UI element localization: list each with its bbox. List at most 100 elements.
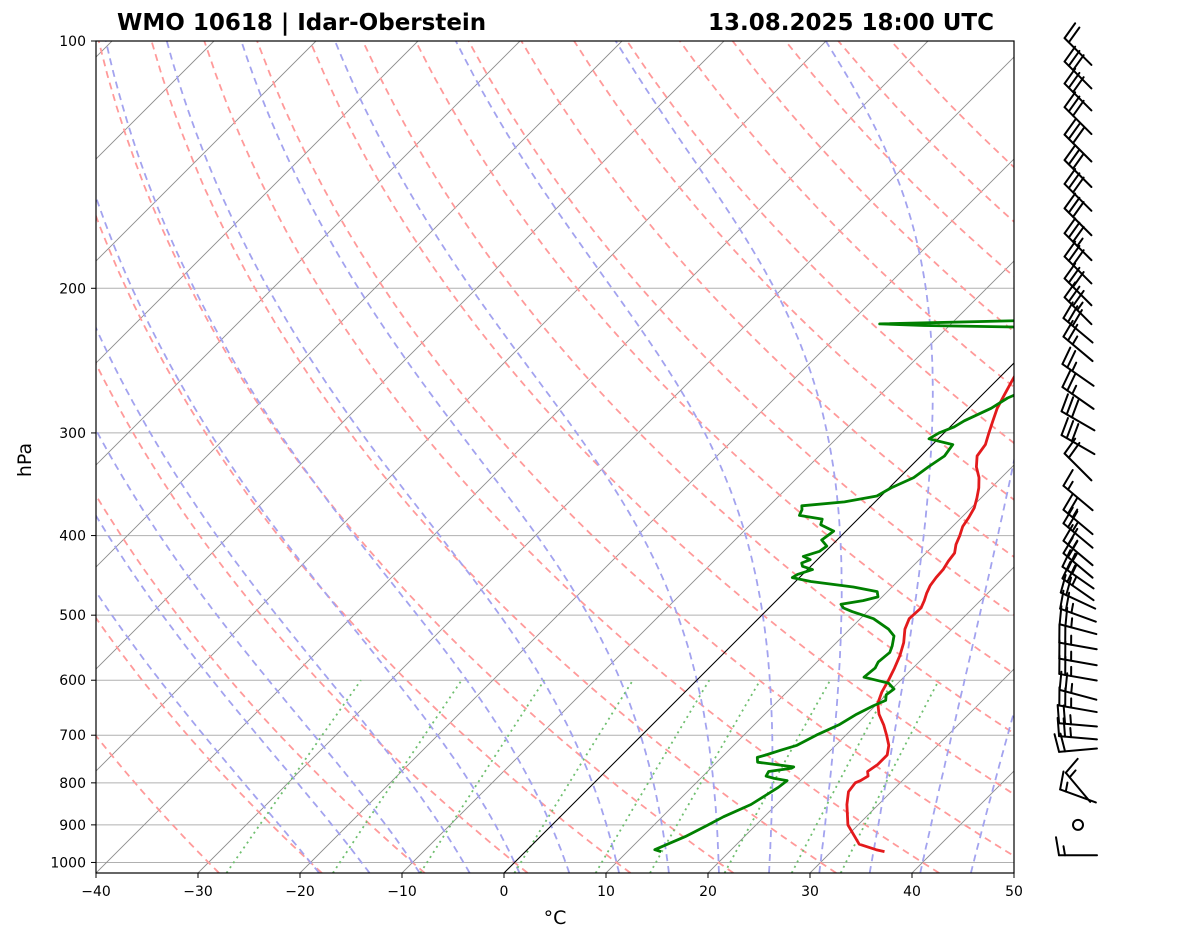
x-tick-label-0: 0 (500, 884, 509, 900)
wind-barb-810 (1064, 757, 1092, 803)
profiles (653, 319, 1014, 853)
isotherm--90 (96, 41, 419, 364)
y-tick-label-100: 100 (59, 34, 86, 50)
mixing-ratio-0.4 (225, 679, 362, 873)
y-axis-label: hPa (14, 443, 36, 477)
x-tick-label-10: 10 (597, 884, 615, 900)
dry-adiabat--20 (96, 616, 323, 873)
dry-adiabat-20 (97, 41, 734, 873)
wind-barb-190 (1063, 240, 1093, 285)
wind-barbs (1053, 22, 1098, 857)
wind-barb-545 (1058, 623, 1098, 651)
isotherm--40 (96, 41, 929, 873)
isotherm--70 (96, 41, 623, 568)
mixing-ratio-10 (649, 679, 762, 873)
moist-adiabat-0 (96, 194, 521, 873)
wind-barb-400 (1062, 506, 1094, 549)
x-tick-label-20: 20 (699, 884, 717, 900)
moist-adiabats (96, 41, 1014, 873)
wind-barb-178 (1063, 217, 1093, 262)
isotherm-40 (911, 770, 1014, 873)
wind-barb-125 (1063, 91, 1093, 136)
moist-adiabat-40 (919, 456, 1014, 873)
moist-adiabat-15 (240, 41, 670, 873)
wind-barb-450 (1061, 549, 1095, 590)
wind-barb-310 (1060, 417, 1096, 456)
dry-adiabat-50 (256, 41, 1014, 858)
moist-adiabat-30 (614, 41, 843, 873)
isotherm-10 (605, 464, 1014, 873)
wind-barb-900 (1072, 818, 1084, 831)
wind-barb-255 (1061, 346, 1095, 387)
moist-adiabat--10 (96, 427, 421, 873)
mixing-ratio-4 (513, 679, 634, 873)
x-tick-label-30: 30 (801, 884, 819, 900)
dry-adiabat-70 (361, 41, 1014, 735)
mixing-ratio-1 (332, 679, 463, 873)
chart-title-station: WMO 10618 | Idar-Oberstein (117, 10, 486, 36)
moist-adiabat-45 (970, 709, 1014, 873)
isotherm--80 (96, 41, 521, 466)
x-tick-label-40: 40 (903, 884, 921, 900)
dry-adiabat-130 (679, 41, 1014, 389)
x-tick-label-50: 50 (1005, 884, 1023, 900)
moist-adiabat-10 (165, 41, 620, 873)
dry-adiabat-0 (96, 361, 529, 873)
moist-adiabat--5 (96, 325, 471, 873)
isotherm-0 (503, 362, 1014, 873)
isotherm--50 (96, 41, 827, 772)
mixing-ratio-7 (594, 679, 711, 873)
x-tick-label--10: −10 (387, 884, 417, 900)
wind-barb-155 (1063, 168, 1093, 212)
y-tick-label-600: 600 (59, 673, 86, 689)
plot-frame (95, 40, 1015, 874)
dry-adiabat--10 (96, 493, 426, 873)
zero-degree-isotherm (503, 362, 1014, 873)
moist-adiabat-20 (334, 41, 720, 873)
chart-title-datetime: 13.08.2025 18:00 UTC (708, 10, 994, 36)
wind-barb-680 (1056, 704, 1098, 728)
y-axis-ticks: 100 200 300 400 500 600 700 800 900 1000 (50, 34, 96, 871)
wind-barb-360 (1062, 469, 1094, 512)
wind-barb-110 (1063, 45, 1093, 90)
isotherm--100 (96, 41, 317, 262)
wind-barb-420 (1062, 524, 1094, 567)
gridlines (96, 41, 1014, 863)
isotherm--30 (197, 56, 1014, 873)
isotherm--60 (96, 41, 725, 670)
wind-barb-145 (1063, 144, 1093, 188)
wind-barb-166 (1063, 192, 1093, 237)
y-tick-label-300: 300 (59, 426, 86, 442)
dry-adiabat-40 (203, 41, 940, 873)
x-tick-label--30: −30 (183, 884, 213, 900)
wind-barb-290 (1060, 393, 1096, 432)
dry-adiabat-60 (309, 41, 1014, 796)
dry-adiabat-140 (731, 41, 1014, 333)
mixing-ratio-16 (723, 679, 831, 873)
wind-barb-385 (1062, 492, 1094, 536)
dry-adiabat-10 (96, 213, 632, 873)
dry-adiabat-30 (150, 41, 837, 873)
dry-adiabat-100 (520, 41, 1014, 559)
x-tick-label--40: −40 (81, 884, 111, 900)
dry-adiabat-80 (414, 41, 1014, 675)
moist-adiabat-35 (825, 41, 934, 873)
moist-adiabat-5 (105, 41, 571, 873)
dry-adiabats (96, 41, 1014, 873)
moist-adiabat--15 (96, 514, 371, 873)
mixing-ratio-32 (839, 679, 940, 873)
isotherms (96, 41, 1014, 873)
y-tick-label-1000: 1000 (50, 855, 86, 871)
wind-barb-202 (1063, 262, 1093, 307)
wind-barb-103 (1063, 22, 1093, 66)
moist-adiabat-25 (454, 41, 774, 873)
x-axis-label: °C (544, 907, 567, 929)
isotherm-20 (707, 566, 1014, 873)
mixing-ratio-lines (225, 679, 940, 873)
wind-barb-980 (1055, 836, 1098, 857)
x-tick-label--20: −20 (285, 884, 315, 900)
y-tick-label-900: 900 (59, 818, 86, 834)
dry-adiabat-120 (626, 41, 1014, 445)
wind-barb-272 (1061, 369, 1095, 410)
